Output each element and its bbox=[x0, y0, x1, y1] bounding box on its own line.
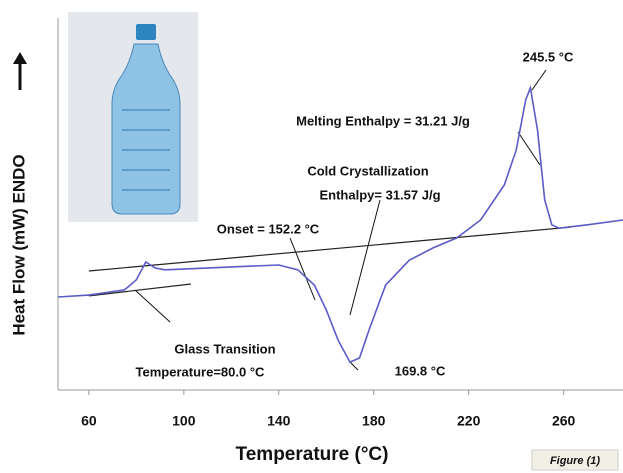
x-tick-label: 100 bbox=[172, 413, 196, 429]
annotation: Enthalpy= 31.57 J/g bbox=[319, 187, 440, 202]
bottle-photo bbox=[68, 12, 198, 222]
x-tick-label: 220 bbox=[457, 413, 481, 429]
annotation: 169.8 °C bbox=[395, 363, 446, 378]
x-tick-label: 260 bbox=[552, 413, 576, 429]
x-tick-label: 140 bbox=[267, 413, 291, 429]
annotation: Glass Transition bbox=[174, 341, 275, 356]
y-arrow bbox=[13, 52, 27, 90]
chart: Temperature (°C) Heat Flow (mW) ENDO Fig… bbox=[0, 0, 623, 473]
annotation: 245.5 °C bbox=[523, 49, 574, 64]
x-tick-label: 60 bbox=[81, 413, 97, 429]
figure-label: Figure (1) bbox=[550, 455, 600, 467]
y-axis-label: Heat Flow (mW) ENDO bbox=[9, 154, 28, 335]
x-tick-label: 180 bbox=[362, 413, 386, 429]
baseline bbox=[89, 227, 571, 271]
annotation: Cold Crystallization bbox=[307, 163, 428, 178]
x-axis-label: Temperature (°C) bbox=[236, 444, 389, 465]
annotation: Onset = 152.2 °C bbox=[217, 221, 320, 236]
annotation: Temperature=80.0 °C bbox=[136, 364, 265, 379]
annotation: Melting Enthalpy = 31.21 J/g bbox=[296, 113, 470, 128]
